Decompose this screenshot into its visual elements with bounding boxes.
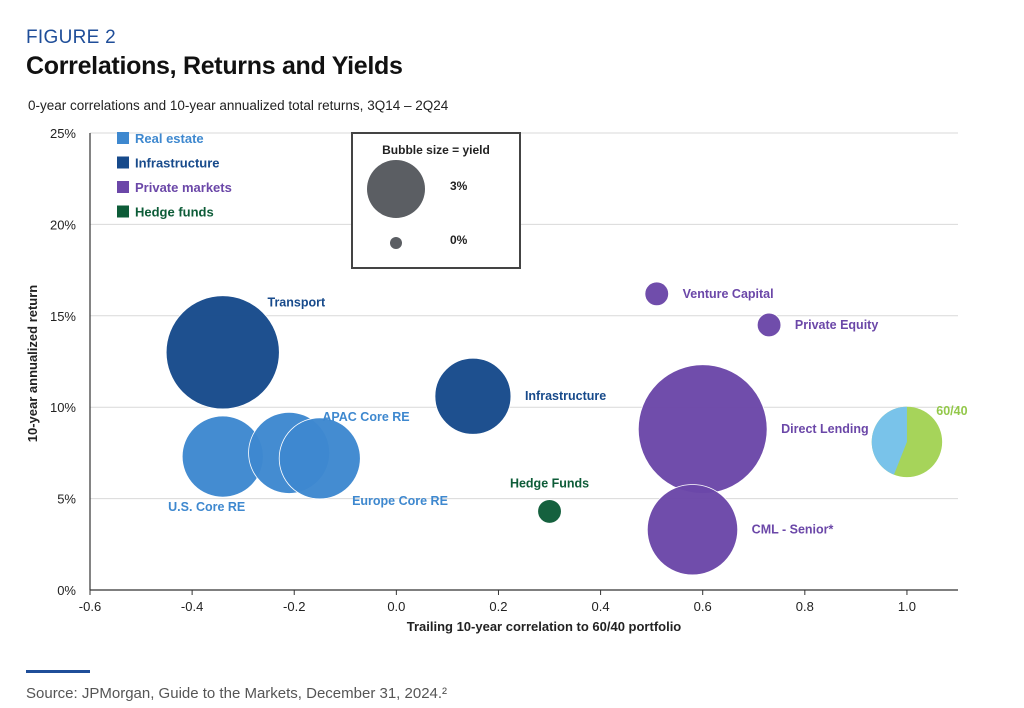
y-tick-label: 25% bbox=[50, 126, 76, 141]
legend-swatch bbox=[117, 181, 129, 193]
size-legend-bubble bbox=[367, 160, 425, 218]
bubble-label-private-equity: Private Equity bbox=[795, 318, 878, 332]
footer-rule bbox=[26, 670, 90, 673]
bubble-label-hedge-funds: Hedge Funds bbox=[510, 477, 589, 491]
bubble-label-europe-core-re: Europe Core RE bbox=[352, 494, 448, 508]
y-tick-label: 10% bbox=[50, 400, 76, 415]
y-tick-label: 15% bbox=[50, 309, 76, 324]
bubble-label-venture-capital: Venture Capital bbox=[683, 287, 774, 301]
figure-subtitle: 0-year correlations and 10-year annualiz… bbox=[28, 98, 449, 113]
legend-swatch bbox=[117, 156, 129, 169]
bubble-europe-core-re bbox=[278, 417, 361, 500]
legend-label: Infrastructure bbox=[135, 156, 220, 171]
axes: 0% 5% 10% 15% 20% 25% -0.6 -0.4 -0.2 0.0 0.2 0.4 0.6… bbox=[25, 126, 958, 634]
size-legend: Bubble size = yield 3% 0% bbox=[351, 132, 521, 269]
legend-swatch bbox=[117, 132, 129, 144]
y-axis-title: 10-year annualized return bbox=[25, 285, 40, 443]
y-tick-label: 20% bbox=[50, 217, 76, 232]
size-legend-label: 0% bbox=[450, 233, 468, 247]
size-legend-title: Bubble size = yield bbox=[382, 143, 490, 157]
bubble-label-u-s-core-re: U.S. Core RE bbox=[168, 500, 245, 514]
size-legend-label: 3% bbox=[450, 179, 468, 193]
figure-title: Correlations, Returns and Yields bbox=[26, 52, 403, 80]
legend-swatch bbox=[117, 205, 129, 218]
bubble-cml-senior bbox=[646, 484, 739, 576]
bubble-transport bbox=[165, 295, 280, 410]
legend-label: Real estate bbox=[135, 131, 204, 146]
legend-label: Private markets bbox=[135, 180, 232, 195]
bubble-direct-lending bbox=[637, 364, 768, 494]
legend-label: Hedge funds bbox=[135, 205, 214, 220]
bubble-label-transport: Transport bbox=[268, 296, 326, 310]
bubble-infrastructure bbox=[434, 357, 512, 435]
x-tick-label: 0.0 bbox=[387, 599, 405, 614]
x-tick-label: 0.4 bbox=[592, 599, 610, 614]
bubble-label-direct-lending: Direct Lending bbox=[781, 422, 869, 436]
x-axis-title: Trailing 10-year correlation to 60/40 po… bbox=[407, 619, 682, 634]
source-note: Source: JPMorgan, Guide to the Markets, … bbox=[26, 685, 448, 702]
bubble-label-60-40: 60/40 bbox=[936, 404, 967, 418]
bubble-60-40-segment bbox=[871, 406, 907, 475]
bubble-label-apac-core-re: APAC Core RE bbox=[322, 410, 409, 424]
x-tick-label: 0.6 bbox=[694, 599, 712, 614]
x-tick-label: 0.2 bbox=[489, 599, 507, 614]
y-tick-label: 0% bbox=[57, 583, 76, 598]
bubble-private-equity bbox=[756, 312, 782, 338]
x-tick-label: -0.2 bbox=[283, 599, 305, 614]
x-tick-label: 1.0 bbox=[898, 599, 916, 614]
bubble-hedge-funds bbox=[537, 499, 562, 524]
size-legend-bubble bbox=[390, 237, 402, 249]
bubbles bbox=[165, 281, 943, 576]
x-tick-label: -0.6 bbox=[79, 599, 101, 614]
bubble-label-infrastructure: Infrastructure bbox=[525, 389, 606, 403]
bubble-venture-capital bbox=[644, 281, 669, 307]
bubble-labels: Transport Infrastructure U.S. Core RE APAC … bbox=[168, 287, 967, 537]
figure-label: FIGURE 2 bbox=[26, 27, 117, 48]
x-tick-label: 0.8 bbox=[796, 599, 814, 614]
y-tick-label: 5% bbox=[57, 492, 76, 507]
legend: Real estate Infrastructure Private markets… bbox=[117, 131, 232, 220]
bubble-label-cml-senior: CML - Senior* bbox=[752, 523, 834, 537]
x-tick-label: -0.4 bbox=[181, 599, 203, 614]
